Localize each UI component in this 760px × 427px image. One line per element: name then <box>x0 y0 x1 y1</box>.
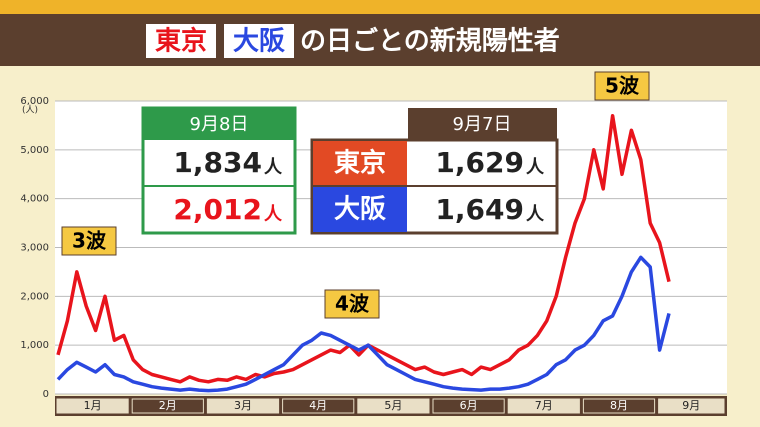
month-box <box>582 398 656 414</box>
y-tick-label: 3,000 <box>20 243 49 254</box>
value: 2,012 <box>173 193 262 226</box>
unit: 人 <box>264 157 283 178</box>
x-tick-label: 8月 <box>610 399 628 412</box>
annotation-text: 3波 <box>72 229 107 253</box>
month-box <box>507 398 580 414</box>
x-tick-label: 1月 <box>84 399 102 412</box>
annotation-text: 5波 <box>605 74 640 98</box>
x-tick-label: 2月 <box>159 399 177 412</box>
x-tick-label: 7月 <box>535 399 553 412</box>
series-line <box>56 113 671 384</box>
chart-title: の日ごとの新規陽性者 <box>300 26 560 57</box>
unit: 人 <box>264 204 283 225</box>
annotation: 3波 <box>61 226 117 256</box>
y-tick-label: 1,000 <box>20 340 49 351</box>
top-bar <box>0 0 760 14</box>
title-osaka: 大阪 <box>233 27 285 57</box>
row-label: 東京 <box>334 148 386 179</box>
title-box <box>224 24 294 58</box>
month-box <box>282 398 355 414</box>
y-tick-label: 5,000 <box>20 145 49 156</box>
annotation-text: 4波 <box>335 292 370 316</box>
title-band <box>0 14 760 66</box>
unit: 人 <box>526 157 545 178</box>
month-box <box>131 398 204 414</box>
month-box <box>56 398 129 414</box>
y-tick-label: 4,000 <box>20 194 49 205</box>
value: 1,649 <box>435 193 524 226</box>
value: 1,834 <box>173 146 262 179</box>
table-prev: 9月7日 東京 大阪 1,629 人 1,649 人 <box>310 108 559 235</box>
y-unit: (人) <box>22 105 38 116</box>
month-box <box>357 398 430 414</box>
x-tick-label: 5月 <box>384 399 402 412</box>
row-label: 大阪 <box>334 195 386 225</box>
y-tick-label: 0 <box>43 389 49 400</box>
x-tick-label: 9月 <box>682 399 700 412</box>
table-today: 9月8日 1,834 人 2,012 人 <box>141 106 297 235</box>
title-box <box>146 24 216 58</box>
x-tick-label: 4月 <box>309 399 327 412</box>
month-box <box>432 398 505 414</box>
title-tokyo: 東京 <box>155 26 207 57</box>
x-tick-label: 6月 <box>460 399 478 412</box>
y-tick-label: 6,000 <box>20 96 49 107</box>
y-tick-label: 2,000 <box>20 291 49 302</box>
date: 9月8日 <box>190 114 249 135</box>
month-box <box>206 398 280 414</box>
annotation: 5波 <box>594 71 650 101</box>
value: 1,629 <box>435 146 524 179</box>
unit: 人 <box>526 204 545 225</box>
annotation: 4波 <box>324 289 380 319</box>
date: 9月7日 <box>453 114 512 135</box>
month-box <box>658 398 725 414</box>
series-line <box>56 255 671 393</box>
x-tick-label: 3月 <box>234 399 252 412</box>
